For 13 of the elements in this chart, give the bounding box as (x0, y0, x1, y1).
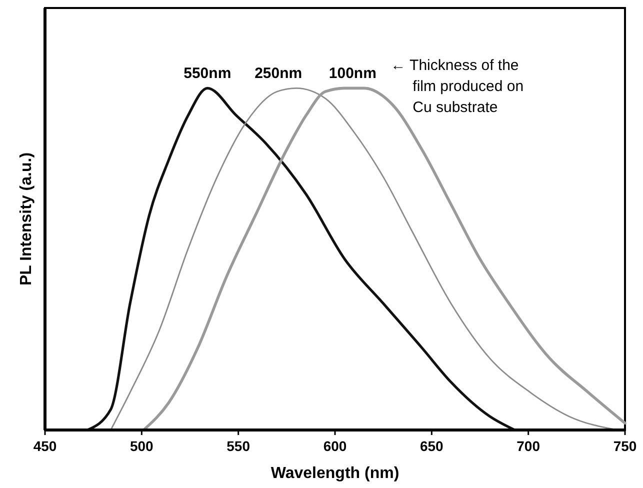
x-tick-label: 550 (226, 438, 250, 454)
series-label: 250nm (254, 65, 302, 82)
series-label: 550nm (184, 65, 232, 82)
x-tick-label: 600 (323, 438, 347, 454)
x-axis-title: Wavelength (nm) (270, 465, 400, 482)
x-tick-label: 650 (420, 438, 444, 454)
x-tick-label: 500 (130, 438, 154, 454)
x-tick-label: 450 (33, 438, 57, 454)
x-tick-label: 700 (516, 438, 540, 454)
y-axis-title: PL Intensity (a.u.) (18, 152, 35, 286)
x-tick-label: 750 (613, 438, 637, 454)
series-label: 100nm (328, 65, 376, 82)
annotation: ← Thickness of the film produced on Cu substrate (390, 57, 524, 116)
